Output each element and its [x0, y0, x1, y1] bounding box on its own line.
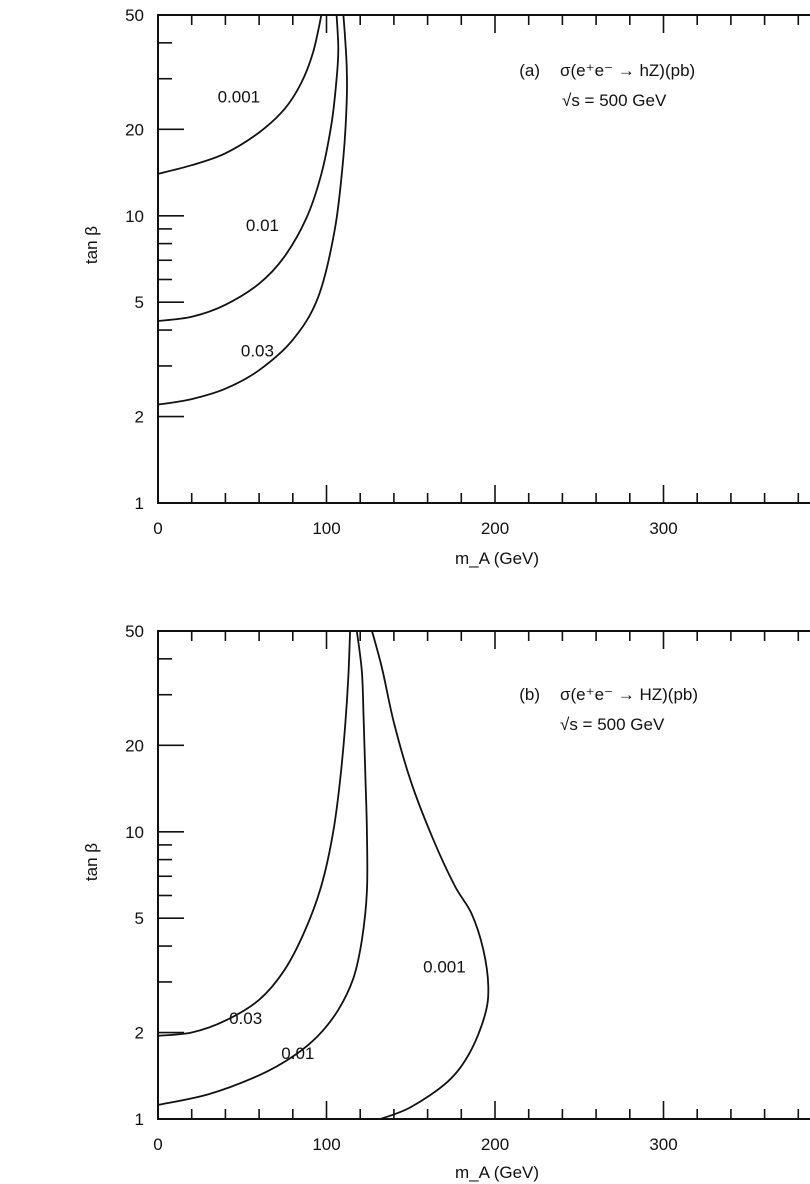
panel-b: 1 2 5 10 20 50 0 100 200 300 0.03 0.01 0.001 (b) σ… — [82, 622, 810, 1182]
panel-b-subtitle: √s = 500 GeV — [560, 715, 665, 734]
panel-b-title: σ(e⁺e⁻ → HZ)(pb) — [560, 685, 698, 704]
x-tick-label: 0 — [153, 1135, 162, 1154]
y-tick-label: 20 — [125, 120, 144, 139]
x-tick-label: 200 — [481, 519, 509, 538]
y-tick-label: 50 — [125, 622, 144, 641]
panel-a-curves — [157, 14, 348, 406]
panel-a-xlabel: m_A (GeV) — [455, 549, 539, 568]
x-tick-label: 0 — [153, 519, 162, 538]
contour-label-0.03: 0.03 — [229, 1009, 262, 1028]
panel-a-xtick-labels: 0 100 200 300 — [153, 519, 677, 538]
y-tick-label: 2 — [135, 408, 144, 427]
contour-0.03 — [157, 630, 351, 1037]
panel-b-contour-labels: 0.03 0.01 0.001 — [229, 957, 466, 1062]
panel-b-ytick-labels: 1 2 5 10 20 50 — [125, 622, 144, 1129]
x-tick-label: 100 — [312, 1135, 340, 1154]
contour-0.01 — [157, 630, 369, 1106]
panel-a-subtitle: √s = 500 GeV — [562, 91, 667, 110]
x-tick-label: 300 — [649, 519, 677, 538]
panel-b-xtick-labels: 0 100 200 300 — [153, 1135, 677, 1154]
contour-0.001 — [371, 630, 490, 1120]
panel-b-curves — [157, 630, 490, 1120]
panel-b-ylabel: tan β — [82, 843, 101, 881]
panel-a-ytick-labels: 1 2 5 10 20 50 — [125, 6, 144, 513]
panel-a-panel-label: (a) — [519, 61, 540, 80]
y-tick-label: 10 — [125, 207, 144, 226]
panel-b-panel-label: (b) — [519, 685, 540, 704]
contour-label-0.01: 0.01 — [281, 1044, 314, 1063]
y-tick-label: 5 — [135, 293, 144, 312]
contour-label-0.03: 0.03 — [241, 341, 274, 360]
y-tick-label: 10 — [125, 823, 144, 842]
panel-a-frame — [157, 14, 810, 504]
panel-b-frame — [157, 630, 810, 1120]
y-tick-label: 50 — [125, 6, 144, 25]
panel-a-contour-labels: 0.001 0.01 0.03 — [218, 88, 279, 361]
panel-a-title: σ(e⁺e⁻ → hZ)(pb) — [560, 61, 695, 80]
y-tick-label: 1 — [135, 1110, 144, 1129]
x-tick-label: 300 — [649, 1135, 677, 1154]
y-tick-label: 20 — [125, 736, 144, 755]
contour-label-0.001: 0.001 — [423, 957, 466, 976]
contour-0.03 — [157, 14, 348, 406]
contour-label-0.001: 0.001 — [218, 88, 261, 107]
x-tick-label: 200 — [481, 1135, 509, 1154]
panel-b-ticks — [158, 631, 800, 1119]
panel-a-ylabel: tan β — [82, 226, 101, 264]
panel-a: 1 2 5 10 20 50 0 100 200 300 0.001 0.01 0.03 (a) σ… — [82, 6, 810, 568]
contour-0.01 — [157, 14, 340, 322]
panel-b-xlabel: m_A (GeV) — [455, 1163, 539, 1182]
y-tick-label: 1 — [135, 494, 144, 513]
y-tick-label: 2 — [135, 1024, 144, 1043]
y-tick-label: 5 — [135, 909, 144, 928]
contour-0.001 — [157, 14, 323, 175]
x-tick-label: 100 — [312, 519, 340, 538]
panel-a-ticks — [158, 15, 800, 503]
contour-label-0.01: 0.01 — [246, 216, 279, 235]
